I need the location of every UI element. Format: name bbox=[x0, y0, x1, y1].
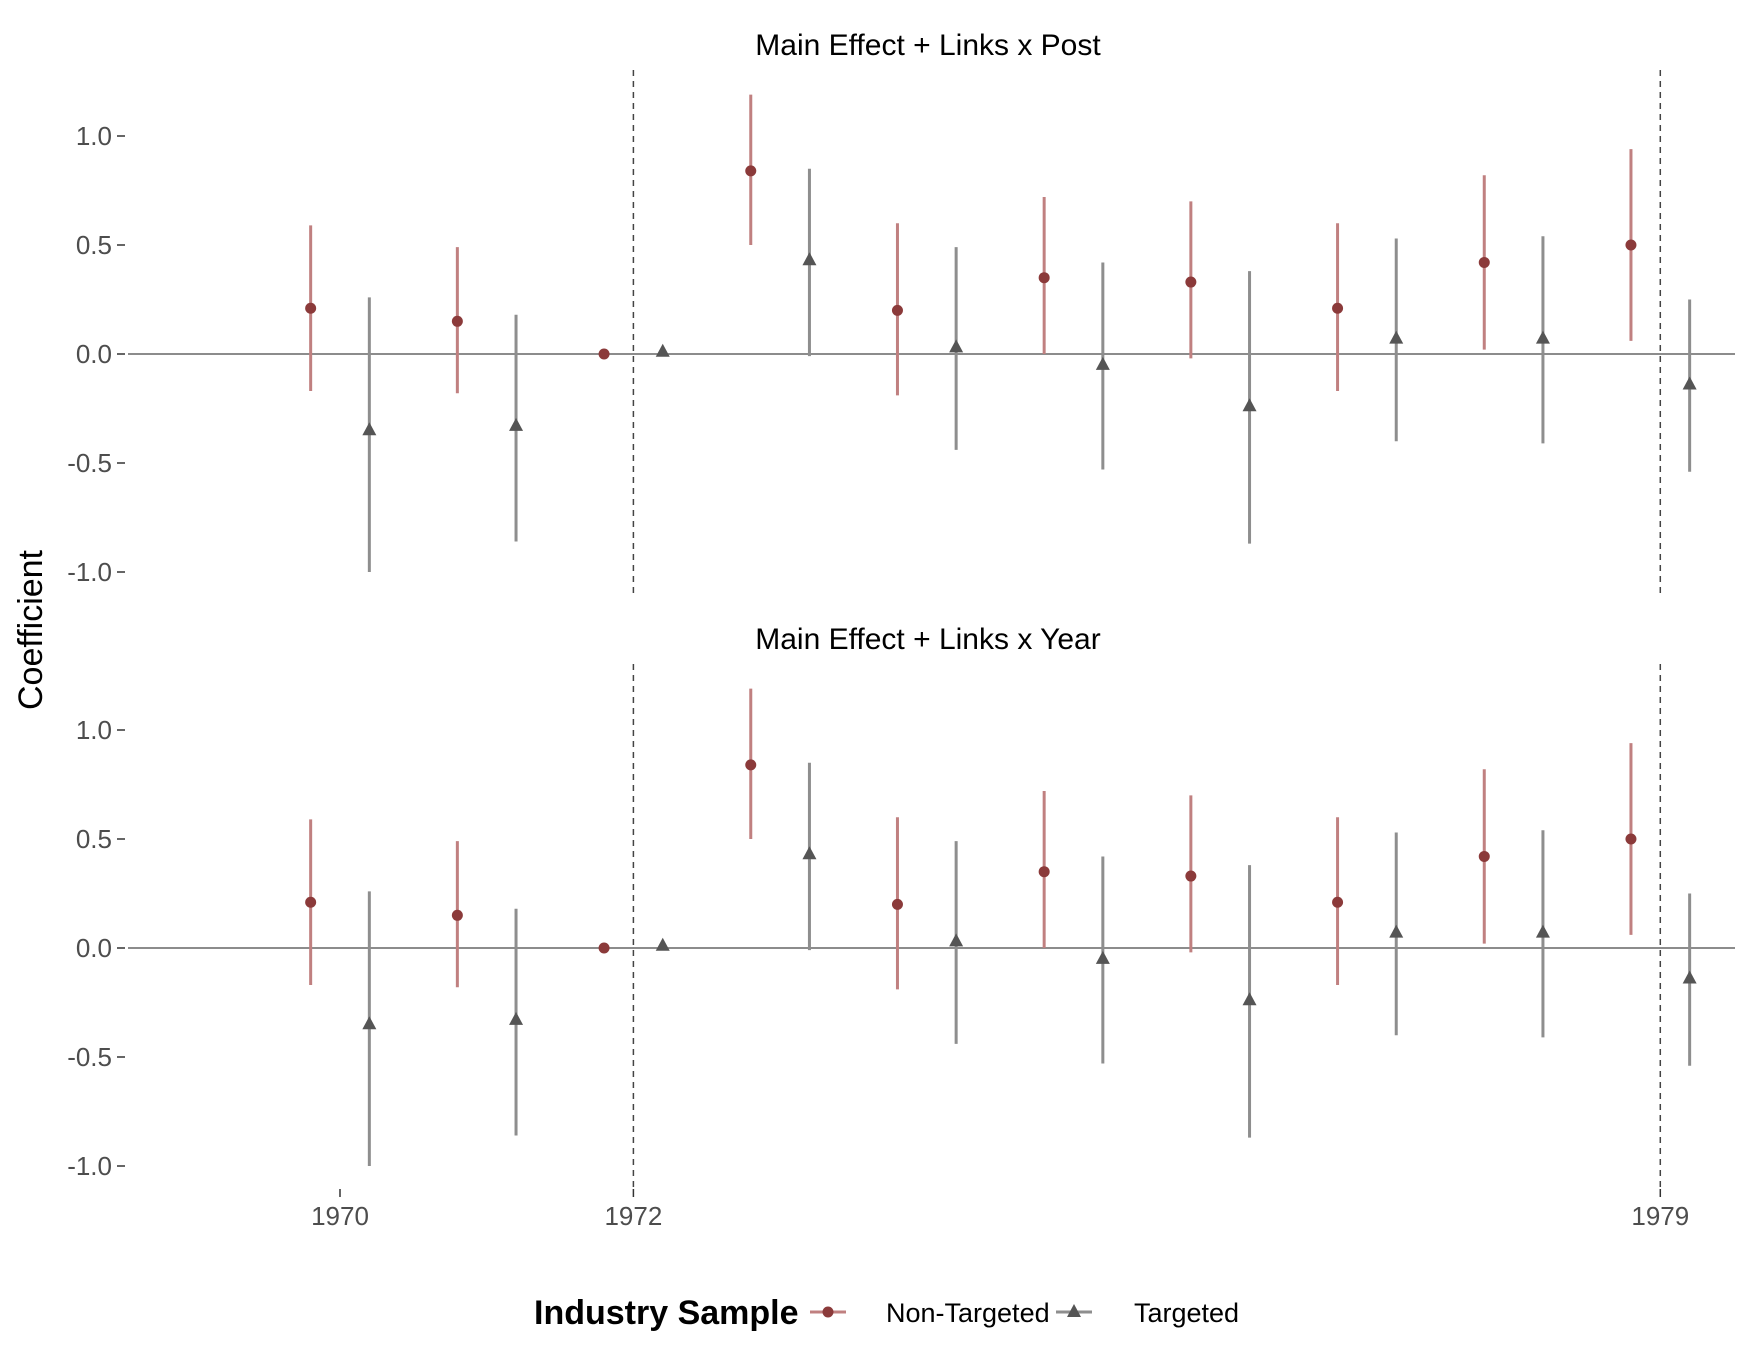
data-point bbox=[598, 942, 610, 954]
y-tick-label: -0.5 bbox=[67, 448, 112, 478]
series-targeted bbox=[362, 168, 1697, 572]
data-point bbox=[598, 348, 610, 360]
data-point bbox=[802, 846, 817, 860]
data-point bbox=[1389, 330, 1404, 344]
data-point bbox=[891, 304, 903, 316]
data-point bbox=[1332, 302, 1344, 314]
data-point bbox=[1535, 924, 1550, 938]
data-point bbox=[305, 302, 317, 314]
data-point bbox=[1682, 376, 1697, 390]
data-point bbox=[1038, 866, 1050, 878]
legend: Industry Sample Non-Targeted Targeted bbox=[534, 1294, 1239, 1332]
y-tick-label: 0.5 bbox=[76, 824, 112, 854]
data-point bbox=[509, 1011, 524, 1025]
legend-label: Non-Targeted bbox=[886, 1298, 1050, 1328]
legend-entry: Targeted bbox=[1056, 1298, 1239, 1328]
data-point bbox=[745, 165, 757, 177]
data-point bbox=[451, 909, 463, 921]
data-point bbox=[1095, 950, 1110, 964]
x-tick-label: 1979 bbox=[1631, 1201, 1689, 1231]
legend-label: Targeted bbox=[1134, 1298, 1239, 1328]
series-targeted bbox=[362, 762, 1697, 1166]
data-point bbox=[1242, 398, 1257, 412]
panels-layer: Main Effect + Links x Post -1.0 -0.5 0.0 0.5… bbox=[67, 29, 1735, 1189]
x-axis: 1970197219791986 bbox=[311, 1189, 1689, 1231]
legend-key-marker bbox=[1067, 1304, 1081, 1317]
data-point bbox=[1185, 870, 1197, 882]
y-tick-label: 1.0 bbox=[76, 121, 112, 151]
panel-title: Main Effect + Links x Post bbox=[755, 29, 1101, 62]
y-axis-title: Coefficient bbox=[12, 549, 50, 710]
data-point bbox=[1478, 256, 1490, 268]
y-tick-label: -0.5 bbox=[67, 1042, 112, 1072]
y-tick-label: 1.0 bbox=[76, 715, 112, 745]
y-tick-label: 0.0 bbox=[76, 933, 112, 963]
series-non-targeted bbox=[305, 688, 1637, 990]
legend-title: Industry Sample bbox=[534, 1294, 799, 1332]
data-point bbox=[1242, 992, 1257, 1006]
data-point bbox=[745, 759, 757, 771]
data-point bbox=[509, 417, 524, 431]
data-point bbox=[1625, 239, 1637, 251]
data-point bbox=[1682, 970, 1697, 984]
data-point bbox=[1095, 356, 1110, 370]
legend-entries: Non-Targeted Targeted bbox=[810, 1298, 1239, 1328]
data-point bbox=[949, 933, 964, 947]
data-point bbox=[362, 1016, 377, 1030]
panel-1: Main Effect + Links x Post -1.0 -0.5 0.0 0.5… bbox=[67, 29, 1735, 595]
data-point bbox=[891, 898, 903, 910]
data-point bbox=[1478, 850, 1490, 862]
series-non-targeted bbox=[305, 94, 1637, 396]
data-point bbox=[1625, 833, 1637, 845]
y-tick-label: -1.0 bbox=[67, 1151, 112, 1181]
legend-entry: Non-Targeted bbox=[810, 1298, 1050, 1328]
panel-title: Main Effect + Links x Year bbox=[755, 623, 1100, 656]
data-point bbox=[451, 315, 463, 327]
y-tick-label: 0.0 bbox=[76, 339, 112, 369]
panel-2: Main Effect + Links x Year -1.0 -0.5 0.0 0.5… bbox=[67, 623, 1735, 1189]
data-point bbox=[1038, 272, 1050, 284]
data-point bbox=[655, 343, 670, 357]
legend-key-marker bbox=[822, 1306, 834, 1318]
data-point bbox=[305, 896, 317, 908]
y-tick-label: -1.0 bbox=[67, 557, 112, 587]
data-point bbox=[1535, 330, 1550, 344]
data-point bbox=[362, 422, 377, 436]
data-point bbox=[802, 252, 817, 266]
x-tick-label: 1970 bbox=[311, 1201, 369, 1231]
data-point bbox=[1389, 924, 1404, 938]
data-point bbox=[949, 339, 964, 353]
data-point bbox=[1332, 896, 1344, 908]
x-tick-label: 1972 bbox=[604, 1201, 662, 1231]
data-point bbox=[1185, 276, 1197, 288]
y-tick-label: 0.5 bbox=[76, 230, 112, 260]
data-point bbox=[655, 937, 670, 951]
